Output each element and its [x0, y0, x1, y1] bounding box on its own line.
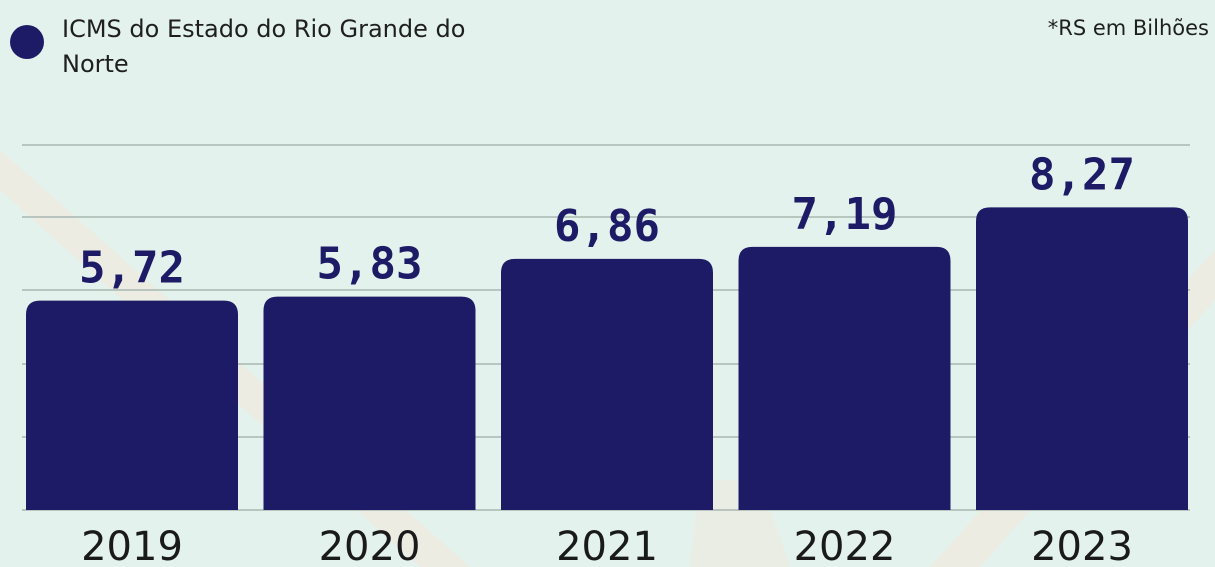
- data-label-2021: 6,86: [554, 201, 660, 252]
- bar-2020: [263, 296, 476, 510]
- unit-note: *RS em Bilhões: [1047, 16, 1209, 40]
- data-label-2023: 8,27: [1029, 149, 1135, 200]
- data-label-2020: 5,83: [317, 239, 423, 290]
- x-tick-label-2022: 2022: [794, 524, 896, 567]
- bar-2021: [501, 258, 713, 510]
- bar-2019: [26, 300, 238, 510]
- x-tick-label-2023: 2023: [1031, 524, 1133, 567]
- legend-label: ICMS do Estado do Rio Grande do Norte: [62, 15, 466, 78]
- x-tick-label-2019: 2019: [81, 524, 183, 567]
- legend-marker-icon: [10, 25, 44, 59]
- x-tick-label-2020: 2020: [319, 524, 421, 567]
- data-label-2022: 7,19: [792, 189, 898, 240]
- bar-2022: [738, 246, 951, 510]
- data-label-2019: 5,72: [79, 243, 185, 294]
- x-tick-label-2021: 2021: [556, 524, 658, 567]
- bar-2023: [976, 207, 1188, 510]
